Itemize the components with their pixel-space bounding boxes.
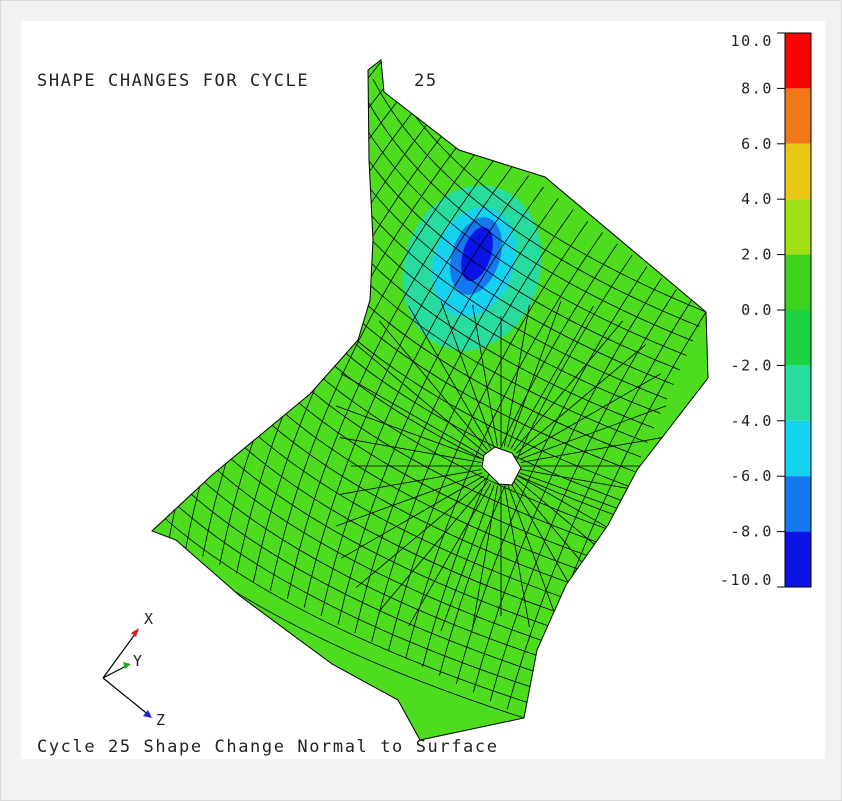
z-axis-arrow-icon <box>143 710 152 718</box>
legend-tick-label: -6.0 <box>730 467 773 485</box>
radial-mesh-line <box>520 437 663 463</box>
legend-band <box>785 199 811 255</box>
surface-outline <box>151 59 709 741</box>
mesh-line-long <box>168 497 538 690</box>
cycle-number: 25 <box>414 71 438 91</box>
legend-band <box>785 420 811 477</box>
z-axis-label: Z <box>156 711 167 729</box>
legend-border <box>784 32 812 588</box>
y-axis-arrow-icon <box>123 662 131 669</box>
radial-mesh-line <box>378 320 489 451</box>
mesh-line-trans <box>506 300 692 710</box>
deformed-surface <box>151 59 709 741</box>
radial-mesh-line <box>518 373 662 457</box>
mesh-line-trans <box>303 164 515 608</box>
mesh-line-trans <box>337 186 544 625</box>
plot-title: SHAPE CHANGES FOR CYCLE <box>37 71 309 91</box>
mesh-line-trans <box>354 198 559 634</box>
legend-tick-label: 8.0 <box>741 79 773 97</box>
legend-tick-label: 10.0 <box>730 32 773 50</box>
legend-tick-label: 4.0 <box>741 190 773 208</box>
radial-mesh-line <box>472 304 498 447</box>
z-axis-line <box>102 677 151 717</box>
y-axis-line <box>102 664 129 679</box>
legend-tick-label: 2.0 <box>741 246 773 264</box>
mesh-line-long <box>176 480 544 675</box>
mesh-line-trans <box>286 152 500 600</box>
legend-band <box>785 88 811 144</box>
radial-mesh-line <box>339 469 482 495</box>
legend-band <box>785 143 811 200</box>
radial-mesh-line <box>340 373 484 457</box>
legend-tick-label: -4.0 <box>730 412 773 430</box>
mesh-line-long <box>159 513 531 704</box>
legend-tick-label: 0.0 <box>741 301 773 319</box>
surface-fill <box>152 60 708 740</box>
radial-mesh-line <box>340 475 484 559</box>
mesh-line-long <box>192 446 557 646</box>
radial-mesh-line <box>440 300 495 448</box>
mesh-line-long <box>372 78 700 327</box>
cutout-hole <box>481 446 522 486</box>
legend-band <box>785 33 811 89</box>
legend-band <box>785 254 811 310</box>
legend-tick-label: -8.0 <box>730 523 773 541</box>
mesh-line-long <box>364 95 694 342</box>
mesh-line-trans <box>388 220 589 651</box>
y-axis-label: Y <box>133 652 144 670</box>
legend-bands <box>785 33 811 587</box>
legend-tick-label: -10.0 <box>720 571 773 589</box>
plot-caption: Cycle 25 Shape Change Normal to Surface <box>37 737 499 757</box>
legend-band <box>785 310 811 366</box>
legend-band <box>785 476 811 532</box>
x-axis-label: X <box>144 610 155 628</box>
radial-mesh-line <box>510 305 594 449</box>
radial-mesh-line <box>504 304 530 447</box>
mesh-line-trans <box>320 175 530 617</box>
legend-band <box>785 531 811 587</box>
radial-mesh-line <box>355 478 486 589</box>
radial-mesh-line <box>355 343 486 454</box>
color-legend: 10.0 8.0 6.0 4.0 2.0 0.0 -2.0 -4.0 -6.0 -8.0 -10.0 <box>720 32 812 589</box>
axis-triad: X Y Z <box>102 610 167 729</box>
mesh-line-trans <box>472 277 663 693</box>
radial-mesh-line <box>339 437 482 463</box>
mesh-line-trans <box>269 141 485 591</box>
mesh-line-trans <box>455 266 648 685</box>
mesh-line-long <box>356 112 687 356</box>
radial-mesh-line <box>507 484 562 632</box>
radial-mesh-line <box>507 300 562 448</box>
radial-mesh-line <box>519 405 667 460</box>
depression-core <box>461 227 493 281</box>
legend-tick-label: 6.0 <box>741 135 773 153</box>
mesh-line-long <box>200 430 564 632</box>
radial-mesh-line <box>335 405 483 460</box>
x-axis-arrow-icon <box>131 628 139 637</box>
radial-mesh-line <box>513 320 624 451</box>
radial-mesh-line <box>440 484 495 632</box>
radial-mesh-line <box>378 481 489 612</box>
radial-mesh-line <box>516 343 647 454</box>
radial-mesh-line <box>472 485 498 628</box>
mesh-line-trans <box>405 232 603 659</box>
radial-mesh-line <box>408 483 492 627</box>
legend-tick-labels: 10.0 8.0 6.0 4.0 2.0 0.0 -2.0 -4.0 -6.0 -8.0 -10.0 <box>720 32 785 589</box>
mesh-line-trans <box>371 209 574 642</box>
legend-tick-label: -2.0 <box>730 356 773 374</box>
x-axis-line <box>102 629 139 679</box>
radial-mesh-line <box>335 472 483 527</box>
radial-mesh-line <box>408 305 492 449</box>
radial-mesh-line <box>504 485 530 628</box>
legend-band <box>785 365 811 421</box>
